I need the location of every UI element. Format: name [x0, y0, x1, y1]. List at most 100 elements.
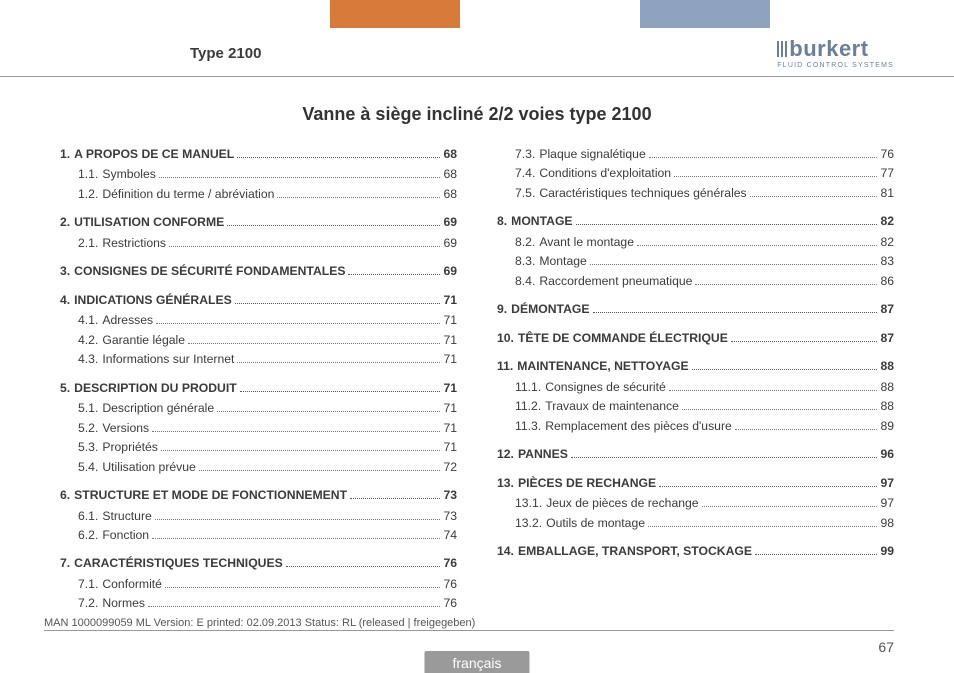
- toc-page: 88: [880, 379, 894, 395]
- toc-number: 14.: [497, 543, 514, 559]
- toc-section[interactable]: 3.CONSIGNES DE SÉCURITÉ FONDAMENTALES69: [60, 263, 457, 279]
- toc-label: Propriétés: [102, 439, 158, 455]
- toc-page: 87: [880, 330, 894, 346]
- toc-subsection[interactable]: 11.2.Travaux de maintenance88: [497, 398, 894, 414]
- toc-subsection[interactable]: 7.1.Conformité76: [60, 576, 457, 592]
- toc-subsection[interactable]: 7.4.Conditions d'exploitation77: [497, 165, 894, 181]
- toc-label: Conformité: [102, 576, 162, 592]
- toc-leader-dots: [669, 390, 878, 391]
- tab-orange: [330, 0, 460, 28]
- footer-meta: MAN 1000099059 ML Version: E printed: 02…: [44, 617, 894, 631]
- toc-subsection[interactable]: 8.2.Avant le montage82: [497, 234, 894, 250]
- toc-subsection[interactable]: 13.2.Outils de montage98: [497, 515, 894, 531]
- toc-number: 5.3.: [78, 439, 98, 455]
- toc-leader-dots: [169, 246, 440, 247]
- toc-section[interactable]: 4.INDICATIONS GÉNÉRALES71: [60, 292, 457, 308]
- toc-subsection[interactable]: 6.1.Structure73: [60, 508, 457, 524]
- toc-subsection[interactable]: 11.1.Consignes de sécurité88: [497, 379, 894, 395]
- toc-subsection[interactable]: 5.2.Versions71: [60, 420, 457, 436]
- toc-number: 5.: [60, 380, 70, 396]
- toc-subsection[interactable]: 4.1.Adresses71: [60, 312, 457, 328]
- toc-section[interactable]: 10.TÊTE DE COMMANDE ÉLECTRIQUE87: [497, 330, 894, 346]
- toc-page: 87: [880, 301, 894, 317]
- toc-section[interactable]: 14.EMBALLAGE, TRANSPORT, STOCKAGE99: [497, 543, 894, 559]
- toc-subsection[interactable]: 5.3.Propriétés 71: [60, 439, 457, 455]
- toc-leader-dots: [682, 409, 878, 410]
- toc-page: 69: [443, 214, 457, 230]
- toc-page: 68: [443, 166, 457, 182]
- toc-page: 82: [880, 234, 894, 250]
- toc-section[interactable]: 12.PANNES96: [497, 446, 894, 462]
- toc-label: Plaque signalétique: [539, 146, 645, 162]
- toc-leader-dots: [593, 312, 878, 313]
- toc-number: 1.1.: [78, 166, 98, 182]
- toc-number: 8.3.: [515, 253, 535, 269]
- toc-subsection[interactable]: 8.3.Montage83: [497, 253, 894, 269]
- toc-label: Définition du terme / abréviation: [102, 186, 274, 202]
- toc-label: CARACTÉRISTIQUES TECHNIQUES: [74, 555, 283, 571]
- logo-subtext: FLUID CONTROL SYSTEMS: [777, 62, 894, 69]
- toc-subsection[interactable]: 7.3.Plaque signalétique76: [497, 146, 894, 162]
- toc-leader-dots: [637, 245, 877, 246]
- toc-leader-dots: [152, 538, 440, 539]
- toc-section[interactable]: 1.A PROPOS DE CE MANUEL68: [60, 146, 457, 162]
- toc-subsection[interactable]: 5.1.Description générale71: [60, 400, 457, 416]
- toc-subsection[interactable]: 13.1.Jeux de pièces de rechange97: [497, 495, 894, 511]
- toc-number: 5.2.: [78, 420, 98, 436]
- toc-subsection[interactable]: 11.3.Remplacement des pièces d'usure89: [497, 418, 894, 434]
- toc-leader-dots: [692, 369, 878, 370]
- toc-number: 13.2.: [515, 515, 542, 531]
- toc-section[interactable]: 8.MONTAGE82: [497, 213, 894, 229]
- toc-label: MONTAGE: [511, 213, 572, 229]
- toc-number: 9.: [497, 301, 507, 317]
- toc-leader-dots: [674, 176, 877, 177]
- toc-label: Travaux de maintenance: [545, 398, 679, 414]
- toc-section[interactable]: 9.DÉMONTAGE87: [497, 301, 894, 317]
- toc-subsection[interactable]: 4.2.Garantie légale71: [60, 332, 457, 348]
- toc-number: 7.5.: [515, 185, 535, 201]
- toc-section[interactable]: 7.CARACTÉRISTIQUES TECHNIQUES76: [60, 555, 457, 571]
- toc-page: 71: [443, 439, 457, 455]
- toc-page: 72: [443, 459, 457, 475]
- toc-section[interactable]: 6.STRUCTURE ET MODE DE FONCTIONNEMENT73: [60, 487, 457, 503]
- toc-number: 5.4.: [78, 459, 98, 475]
- toc-subsection[interactable]: 5.4.Utilisation prévue72: [60, 459, 457, 475]
- toc-section[interactable]: 13.PIÈCES DE RECHANGE97: [497, 475, 894, 491]
- toc-subsection[interactable]: 4.3.Informations sur Internet71: [60, 351, 457, 367]
- toc-subsection[interactable]: 7.2.Normes76: [60, 595, 457, 611]
- toc-number: 2.1.: [78, 235, 98, 251]
- toc-leader-dots: [590, 264, 878, 265]
- toc-section[interactable]: 5.DESCRIPTION DU PRODUIT 71: [60, 380, 457, 396]
- toc-subsection[interactable]: 1.1.Symboles68: [60, 166, 457, 182]
- toc-number: 12.: [497, 446, 514, 462]
- toc-leader-dots: [735, 429, 878, 430]
- toc-subsection[interactable]: 1.2.Définition du terme / abréviation68: [60, 186, 457, 202]
- toc-label: Informations sur Internet: [102, 351, 234, 367]
- toc-page: 77: [880, 165, 894, 181]
- toc-number: 8.4.: [515, 273, 535, 289]
- toc-subsection[interactable]: 2.1.Restrictions69: [60, 235, 457, 251]
- toc-page: 71: [443, 380, 457, 396]
- toc-subsection[interactable]: 7.5.Caractéristiques techniques générale…: [497, 185, 894, 201]
- toc-number: 11.3.: [515, 418, 541, 434]
- toc-section[interactable]: 11.MAINTENANCE, NETTOYAGE88: [497, 358, 894, 374]
- toc-leader-dots: [159, 177, 441, 178]
- toc-page: 83: [880, 253, 894, 269]
- toc-section[interactable]: 2.UTILISATION CONFORME69: [60, 214, 457, 230]
- toc-page: 69: [443, 263, 457, 279]
- toc-page: 98: [880, 515, 894, 531]
- toc-leader-dots: [350, 498, 440, 499]
- toc-subsection[interactable]: 8.4.Raccordement pneumatique86: [497, 273, 894, 289]
- toc-leader-dots: [188, 343, 440, 344]
- toc-label: INDICATIONS GÉNÉRALES: [74, 292, 232, 308]
- type-label: Type 2100: [190, 45, 261, 62]
- toc-number: 2.: [60, 214, 70, 230]
- toc-number: 4.: [60, 292, 70, 308]
- toc-page: 76: [443, 555, 457, 571]
- toc-subsection[interactable]: 6.2.Fonction74: [60, 527, 457, 543]
- toc-page: 76: [443, 576, 457, 592]
- toc-number: 11.1.: [515, 379, 541, 395]
- toc-label: Fonction: [102, 527, 149, 543]
- toc-number: 6.: [60, 487, 70, 503]
- toc-label: DESCRIPTION DU PRODUIT: [74, 380, 237, 396]
